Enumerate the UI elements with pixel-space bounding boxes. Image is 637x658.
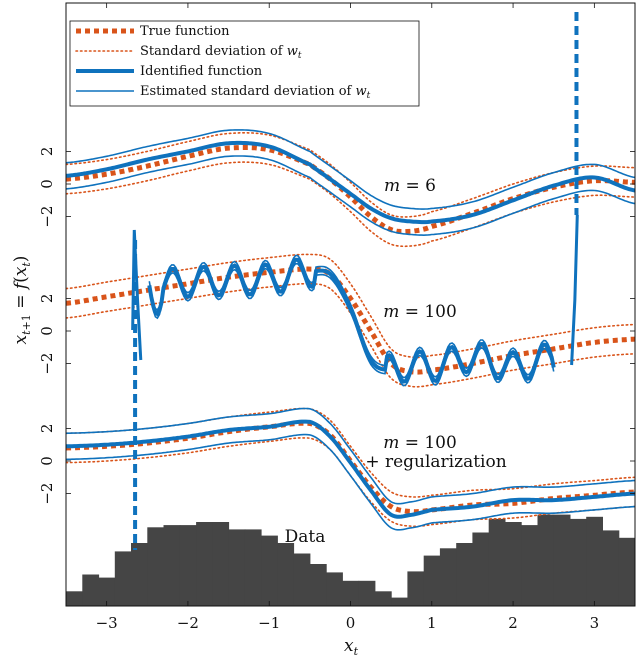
identified-std-line [66,129,635,210]
true-function-std-line [66,253,635,359]
histogram-bar [374,591,392,606]
y-axis-label: xt+1 = f(xt) [11,256,33,345]
x-axis-label: xt [344,636,359,658]
y-tick-label: −2 [38,353,56,375]
identified-spike [131,229,143,361]
panel-label: m = 100 [383,433,457,453]
y-tick-label: 0 [38,326,56,336]
histogram-bar [521,525,538,606]
histogram-bar [309,564,327,606]
histogram-bar [277,543,295,606]
legend-label: Identified function [140,64,263,79]
legend-label: Standard deviation of wt [140,44,302,61]
histogram-bar [586,516,603,606]
histogram-bar [358,580,376,606]
histogram-bar [391,597,408,606]
legend-label: True function [140,24,230,39]
true-function-std-line [66,161,635,248]
identified-std-line [66,407,635,505]
histogram-bar [98,577,116,606]
histogram-label: Data [285,527,326,547]
histogram-bar [472,532,490,606]
histogram-bar [228,529,246,606]
histogram-bar [147,527,165,606]
histogram-bar [618,537,635,606]
identified-std-line [66,155,635,237]
identified-function-line [147,257,556,384]
histogram-bar [553,514,571,606]
identified-std-line [66,433,635,531]
histogram-bar [326,572,343,606]
y-tick-label: 2 [38,424,56,434]
x-tick-label: 1 [427,614,437,632]
histogram-bar [602,530,620,606]
true-function-line [66,266,635,375]
histogram-bar [423,555,441,606]
x-tick-label: −2 [177,614,199,632]
x-tick-label: 3 [590,614,600,632]
histogram-bar [504,522,522,606]
histogram-bar [196,522,213,606]
y-tick-label: −2 [38,483,56,505]
histogram-bar [114,551,132,606]
y-tick-label: 2 [38,294,56,304]
histogram-bar [407,571,425,606]
x-tick-label: 0 [346,614,356,632]
histogram-bar [342,580,360,606]
histogram-bar [82,574,100,606]
panel-label: m = 100 [383,302,457,322]
histogram-bar [163,525,181,606]
legend: True function Standard deviation of wt Ide… [69,20,420,107]
x-tick-label: −3 [96,614,118,632]
x-tick-label: −1 [258,614,280,632]
y-tick-label: 0 [38,179,56,189]
histogram-bar [570,518,587,606]
y-tick-label: 2 [38,147,56,157]
panel-label: m = 6 [384,176,436,196]
histogram-bar [293,553,311,606]
histogram-bar [66,591,83,606]
histogram-bar [488,518,506,606]
legend-label: Estimated standard deviation of wt [140,84,371,101]
histogram-bar [537,514,555,606]
true-function-std-line [66,132,635,218]
histogram-bar [212,522,230,606]
y-tick-label: −2 [38,206,56,228]
identified-spike [570,214,579,366]
histogram-bar [456,543,473,606]
identified-function-line [66,419,635,519]
histogram-bar [244,529,262,606]
y-tick-label: 0 [38,456,56,466]
true-function-line [66,145,635,235]
histogram-bar [439,548,457,606]
x-tick-label: 2 [508,614,518,632]
histogram-bar [131,543,148,606]
identified-function-line [66,140,635,225]
histogram-bar [179,525,197,606]
panel-label-extra: + regularization [365,452,506,472]
true-function-std-line [66,407,635,498]
histogram-bar [261,535,278,606]
